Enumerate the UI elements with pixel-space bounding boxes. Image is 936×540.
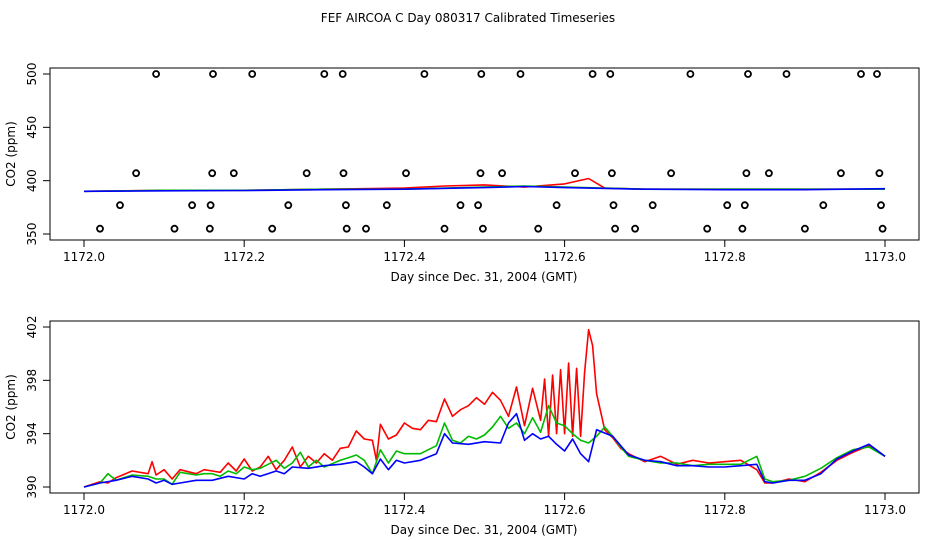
calibration-point xyxy=(341,201,350,210)
calibration-point xyxy=(738,224,747,233)
bottom-y-tick-label: 390 xyxy=(25,476,39,499)
top-x-tick-label: 1173.0 xyxy=(864,250,906,264)
calibration-point xyxy=(132,169,141,178)
calibration-point xyxy=(588,70,597,78)
top-y-tick-label: 400 xyxy=(25,169,39,192)
top-x-tick-label: 1172.2 xyxy=(223,250,265,264)
calibration-point xyxy=(152,70,161,78)
calibration-point xyxy=(765,169,773,178)
bottom-x-axis-label: Day since Dec. 31, 2004 (GMT) xyxy=(391,523,578,537)
calibration-point xyxy=(878,224,887,233)
calibration-point xyxy=(552,201,561,210)
bottom-x-tick-label: 1173.0 xyxy=(864,503,906,517)
calibration-point xyxy=(116,201,124,210)
calibration-point xyxy=(606,70,615,78)
calibration-point xyxy=(801,224,809,233)
calibration-point xyxy=(686,70,695,78)
top-y-tick-label: 450 xyxy=(25,116,39,139)
top-x-tick-label: 1172.0 xyxy=(63,250,105,264)
top-x-tick-label: 1172.4 xyxy=(383,250,425,264)
top-y-axis-label: CO2 (ppm) xyxy=(4,121,18,187)
top-x-tick-label: 1172.6 xyxy=(544,250,586,264)
calibration-point xyxy=(742,169,751,178)
calibration-point xyxy=(338,70,347,78)
calibration-point xyxy=(420,70,429,78)
calibration-point xyxy=(516,70,525,78)
bottom-x-tick-label: 1172.2 xyxy=(223,503,265,517)
calibration-point xyxy=(667,169,675,178)
bottom-series-line-0 xyxy=(83,328,886,488)
bottom-y-axis-label: CO2 (ppm) xyxy=(4,374,18,440)
bottom-series-line-1 xyxy=(83,404,886,488)
calibration-point xyxy=(229,169,238,178)
calibration-point xyxy=(873,70,881,78)
calibration-point xyxy=(703,224,712,233)
calibration-point xyxy=(205,224,214,233)
bottom-axes: 1172.0 1172.2 1172.4 1172.6 1172.8 1173.0 390 3… xyxy=(25,316,906,517)
calibration-point xyxy=(206,201,215,210)
top-plot-frame xyxy=(49,67,920,241)
calibration-point xyxy=(877,201,885,210)
calibration-point xyxy=(608,169,616,178)
top-x-tick-label: 1172.8 xyxy=(704,250,746,264)
bottom-x-tick-label: 1172.8 xyxy=(704,503,746,517)
calibration-point xyxy=(782,70,791,78)
calibration-point xyxy=(440,224,449,233)
bottom-y-tick-label: 394 xyxy=(25,422,39,445)
calibration-point xyxy=(611,224,619,233)
calibration-point xyxy=(96,224,104,233)
bottom-x-tick-label: 1172.0 xyxy=(63,503,105,517)
top-axes: 1172.0 1172.2 1172.4 1172.6 1172.8 1173.0 350 4… xyxy=(25,63,906,264)
bottom-x-tick-label: 1172.6 xyxy=(544,503,586,517)
calibration-point xyxy=(284,201,293,210)
calibration-point xyxy=(268,224,277,233)
calibration-point xyxy=(188,201,197,210)
figure-title: FEF AIRCOA C Day 080317 Calibrated Times… xyxy=(321,11,615,25)
calibration-point xyxy=(819,201,828,210)
bottom-y-tick-label: 398 xyxy=(25,369,39,392)
calibration-point xyxy=(209,70,217,78)
calibration-point xyxy=(631,224,639,233)
calibration-point xyxy=(402,169,410,178)
top-series-line-2 xyxy=(83,185,886,193)
calibration-point xyxy=(534,224,543,233)
top-y-tick-label: 500 xyxy=(25,63,39,86)
calibration-point xyxy=(248,70,257,78)
calibration-point xyxy=(744,70,752,78)
calibration-point xyxy=(477,70,486,78)
calibration-point xyxy=(723,201,732,210)
calibration-point xyxy=(170,224,179,233)
bottom-y-tick-label: 402 xyxy=(25,316,39,339)
calibration-point xyxy=(208,169,217,178)
calibration-point xyxy=(478,224,487,233)
bottom-series-lines xyxy=(83,328,886,488)
calibration-point xyxy=(609,201,618,210)
calibration-point xyxy=(476,169,485,178)
bottom-x-tick-label: 1172.4 xyxy=(383,503,425,517)
calibration-point xyxy=(302,169,311,178)
calibration-point xyxy=(362,224,370,233)
calibration-point xyxy=(320,70,329,78)
calibration-point xyxy=(456,201,465,210)
calibration-point xyxy=(875,169,884,178)
calibration-point xyxy=(474,201,483,210)
calibration-point xyxy=(571,169,579,178)
calibration-point xyxy=(648,201,657,210)
calibration-point xyxy=(857,70,865,78)
calibration-point xyxy=(498,169,507,178)
calibration-point xyxy=(837,169,845,178)
calibration-point xyxy=(339,169,348,178)
bottom-plot-frame xyxy=(49,320,920,494)
calibration-point xyxy=(382,201,391,210)
top-series-lines xyxy=(83,177,886,193)
calibration-point xyxy=(740,201,749,210)
top-y-tick-label: 350 xyxy=(25,223,39,246)
bottom-series-line-2 xyxy=(83,412,886,488)
top-calibration-points xyxy=(96,70,887,233)
top-x-axis-label: Day since Dec. 31, 2004 (GMT) xyxy=(391,270,578,284)
calibration-point xyxy=(342,224,351,233)
